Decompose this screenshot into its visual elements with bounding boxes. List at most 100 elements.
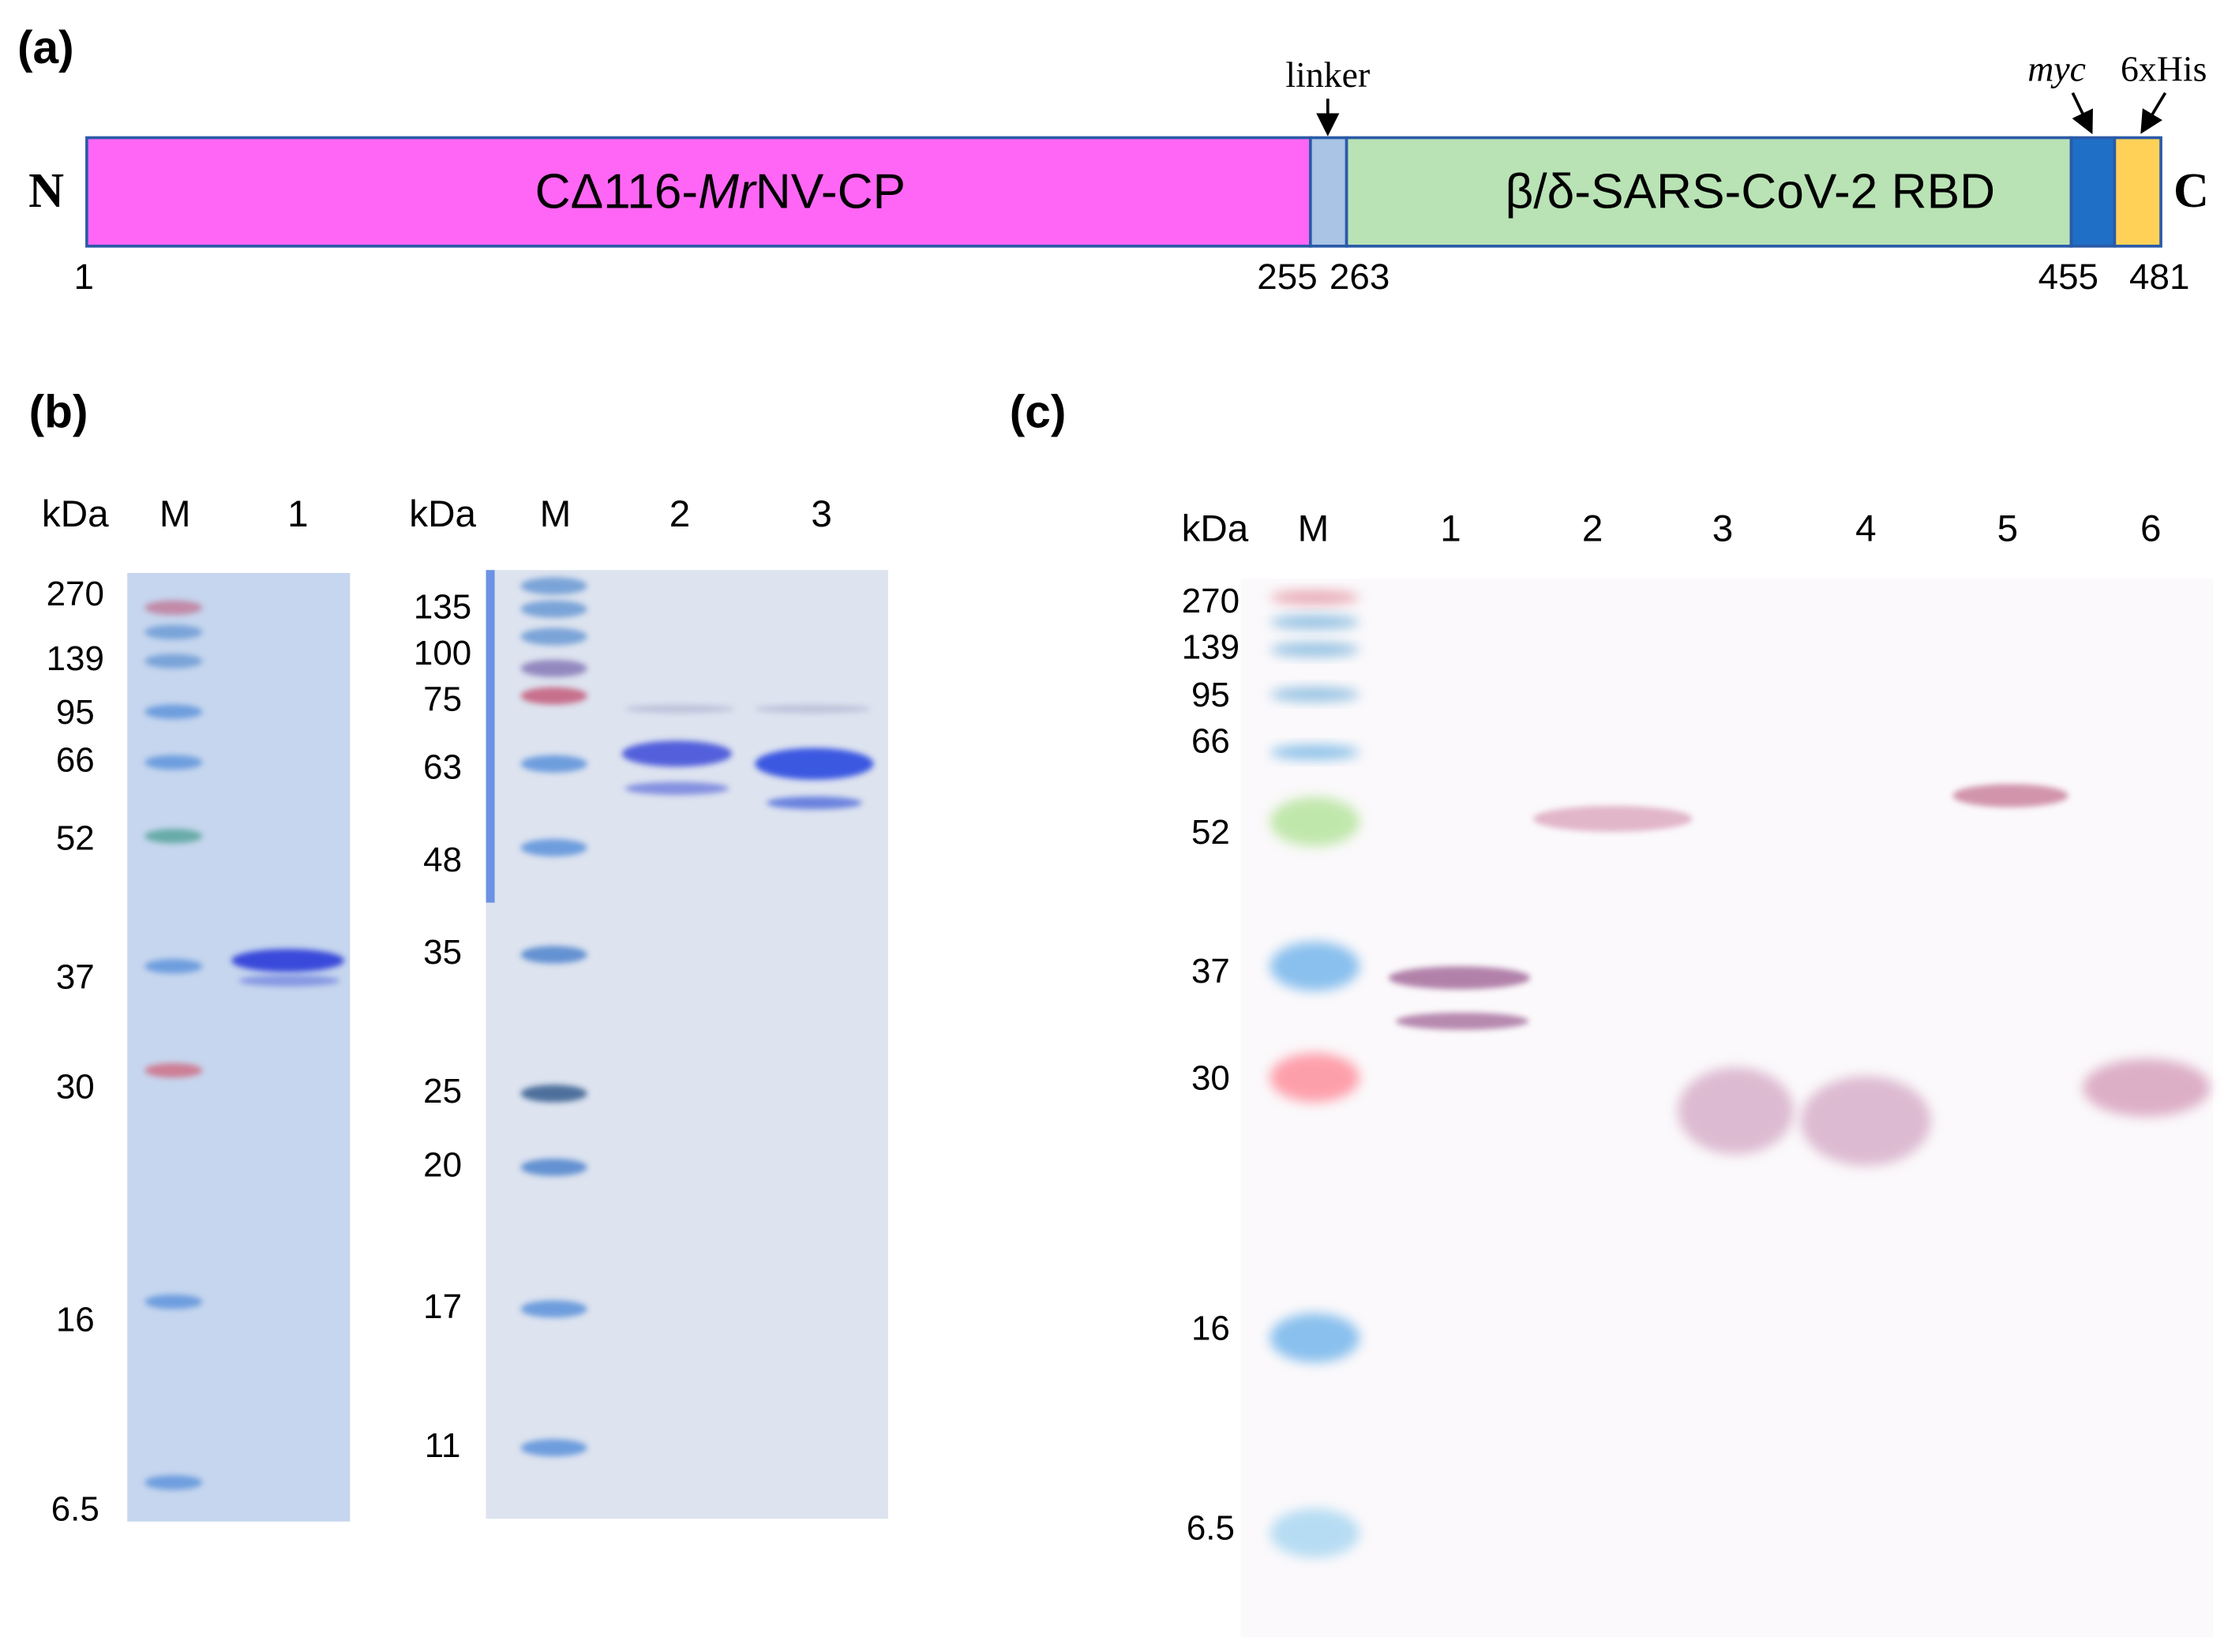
lane-label: 5 — [1997, 508, 2019, 549]
marker-label: 20 — [423, 1145, 462, 1184]
position-label: 1 — [74, 257, 94, 297]
gel — [486, 570, 888, 1519]
marker-label: 6.5 — [51, 1489, 99, 1528]
segment — [1345, 136, 2073, 248]
marker-label: 25 — [423, 1072, 462, 1111]
marker-label: 17 — [423, 1287, 462, 1326]
lane-label: 3 — [811, 493, 832, 535]
unit-label: kDa — [409, 493, 476, 535]
band — [520, 1158, 587, 1176]
lane-label: 1 — [287, 493, 309, 535]
segment — [2113, 136, 2162, 248]
position-label: 455 — [2038, 257, 2098, 297]
segment — [1308, 136, 1348, 248]
bands — [144, 577, 2211, 1558]
lane-label: 2 — [1582, 508, 1603, 549]
c-terminus: C — [2173, 164, 2209, 218]
panel-label: (a) — [17, 22, 74, 73]
marker-label: 95 — [1191, 676, 1230, 714]
band — [520, 1084, 587, 1103]
segment — [2069, 136, 2117, 248]
marker-label: 30 — [56, 1068, 95, 1107]
band — [1270, 744, 1360, 760]
band — [766, 796, 862, 810]
band — [144, 1062, 203, 1078]
position-label: 263 — [1330, 257, 1390, 297]
marker-label: 95 — [56, 693, 95, 732]
band — [520, 946, 587, 964]
band — [520, 687, 587, 705]
band — [755, 747, 874, 780]
unit-label: kDa — [42, 493, 109, 535]
band — [144, 704, 203, 719]
position-label: 255 — [1257, 257, 1317, 297]
marker-label: 37 — [56, 957, 95, 996]
band — [520, 659, 587, 677]
panel-label: (b) — [29, 387, 88, 438]
band — [520, 1300, 587, 1318]
text: CΔ116- — [535, 165, 699, 219]
gel-edge — [486, 570, 495, 903]
construct-bar — [85, 136, 2162, 248]
band — [144, 624, 203, 640]
segment-label: β/δ-SARS-CoV-2 RBD — [1505, 165, 1995, 219]
callout: 6xHis — [2121, 49, 2207, 89]
band — [1678, 1067, 1794, 1155]
band — [1270, 642, 1360, 657]
arrows — [1316, 92, 2167, 137]
marker-label: 66 — [56, 740, 95, 779]
band — [1270, 590, 1360, 605]
band — [144, 829, 203, 844]
band — [144, 755, 203, 770]
band — [621, 740, 733, 767]
lane-label: M — [159, 493, 191, 535]
marker-label: 37 — [1191, 952, 1230, 991]
band — [1952, 784, 2068, 807]
marker-label: 52 — [56, 819, 95, 857]
band — [1270, 615, 1360, 630]
marker-label: 66 — [1191, 722, 1230, 761]
band — [144, 1294, 203, 1309]
marker-label: 135 — [414, 587, 471, 626]
segment — [85, 136, 1312, 248]
panel-label: (c) — [1010, 387, 1067, 438]
text: Mr — [698, 165, 757, 219]
band — [1800, 1076, 1931, 1167]
lane-label: 6 — [2140, 508, 2162, 549]
lane-label: M — [1298, 508, 1330, 549]
text: β/δ-SARS-CoV-2 RBD — [1505, 165, 1995, 219]
band — [1270, 687, 1360, 702]
band — [520, 1439, 587, 1457]
marker-label: 16 — [56, 1300, 95, 1339]
marker-label: 75 — [423, 680, 462, 719]
band — [1270, 796, 1360, 847]
band — [144, 1475, 203, 1490]
marker-label: 30 — [1191, 1059, 1230, 1098]
band — [520, 755, 587, 773]
band — [1395, 1012, 1529, 1030]
lane-label: 4 — [1855, 508, 1877, 549]
gel — [127, 572, 351, 1522]
band — [144, 959, 203, 974]
lane-label: M — [540, 493, 572, 535]
marker-label: 52 — [1191, 813, 1230, 852]
band — [2083, 1058, 2211, 1117]
lane-label: 3 — [1712, 508, 1734, 549]
band — [238, 975, 340, 987]
band — [231, 949, 345, 972]
band — [520, 600, 587, 618]
marker-label: 100 — [414, 634, 471, 672]
marker-label: 270 — [1182, 582, 1240, 620]
marker-label: 35 — [423, 933, 462, 972]
callout: linker — [1285, 54, 1370, 95]
band — [624, 781, 729, 796]
band — [520, 627, 587, 646]
marker-label: 11 — [425, 1426, 461, 1465]
band — [1270, 1508, 1360, 1558]
band — [1270, 1313, 1360, 1363]
segment-label: CΔ116-MrNV-CP — [535, 165, 906, 219]
marker-label: 16 — [1191, 1309, 1230, 1347]
band — [144, 600, 203, 616]
